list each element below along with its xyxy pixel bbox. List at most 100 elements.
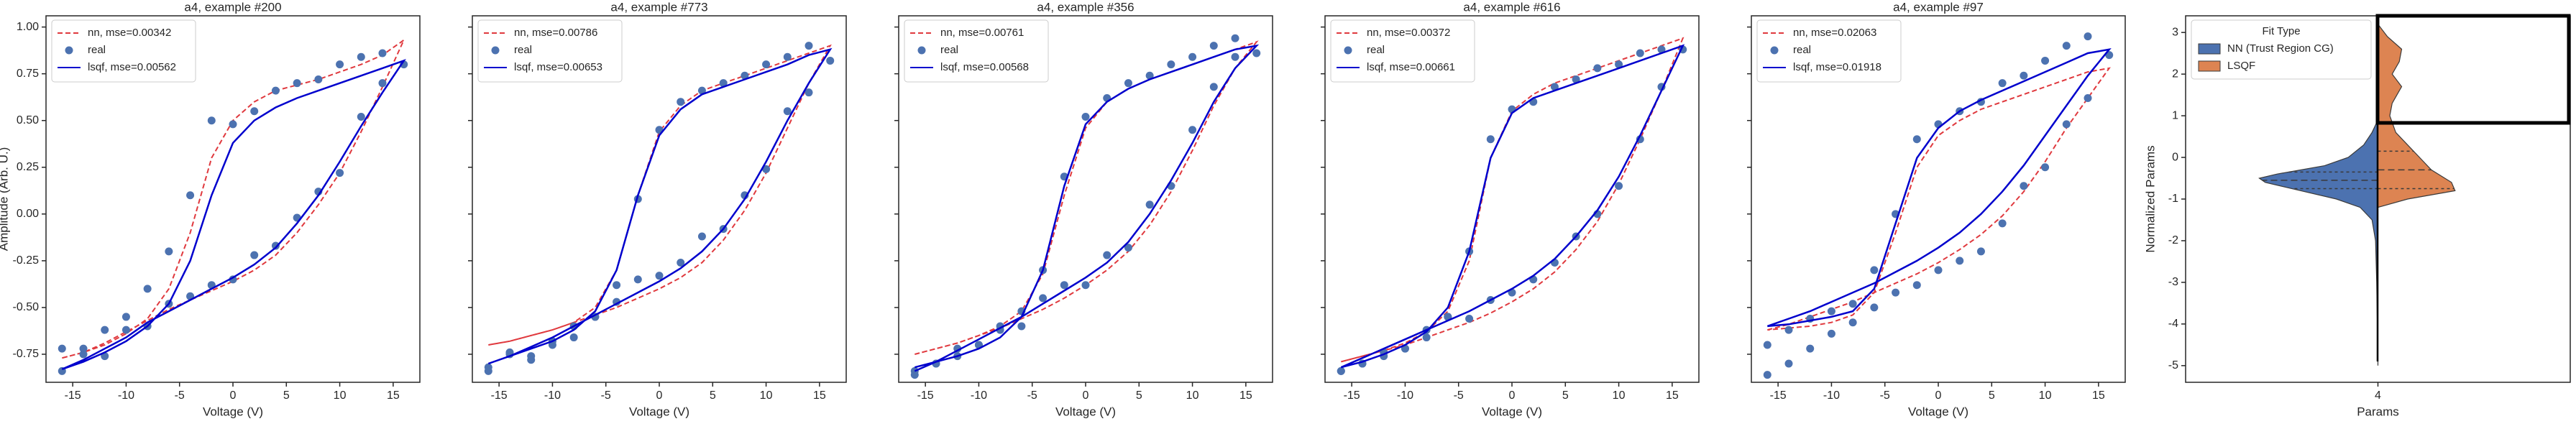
x-tick-label: -5 — [601, 389, 611, 402]
x-tick-label: -5 — [1454, 389, 1464, 402]
y-axis-label: Normalized Params — [2143, 145, 2157, 252]
data-point — [1231, 52, 1239, 61]
series-line — [915, 40, 1259, 355]
chart-title: a4, example #200 — [184, 0, 281, 14]
legend-marker — [1770, 46, 1779, 55]
data-point — [1039, 294, 1048, 303]
y-tick-label: -5 — [2168, 359, 2178, 372]
data-point — [1806, 344, 1815, 353]
legend-marker — [2198, 60, 2221, 72]
x-tick-label: 10 — [1186, 389, 1199, 402]
series-line — [62, 37, 406, 359]
data-point — [677, 98, 685, 106]
y-tick-label: -0.50 — [13, 301, 40, 313]
chart-title: a4, example #97 — [1893, 0, 1984, 14]
data-point — [1784, 359, 1793, 368]
data-point — [1976, 247, 1985, 256]
axes-frame — [898, 15, 1273, 383]
data-point — [1827, 329, 1835, 338]
x-tick-label: 15 — [1239, 389, 1252, 402]
data-point — [1848, 318, 1857, 327]
data-point — [2062, 120, 2071, 129]
legend-label: nn, mse=0.00761 — [940, 27, 1024, 39]
y-tick-label: 3 — [2172, 26, 2178, 38]
legend-label: real — [1367, 44, 1385, 56]
data-point — [826, 56, 835, 65]
x-tick-label: 10 — [334, 389, 347, 402]
x-tick-label: -5 — [1027, 389, 1037, 402]
data-point — [1763, 341, 1771, 349]
data-point — [1848, 300, 1857, 308]
data-point — [741, 71, 749, 80]
x-tick-label: 15 — [1666, 389, 1679, 402]
series-line — [1766, 47, 2112, 328]
x-tick-label: 0 — [1935, 389, 1942, 402]
y-tick-label: -3 — [2168, 276, 2178, 288]
data-point — [1337, 366, 1345, 375]
data-point — [1892, 288, 1900, 297]
data-point — [1252, 49, 1261, 57]
data-point — [1550, 83, 1559, 91]
data-point — [613, 281, 621, 290]
legend-marker — [2198, 43, 2221, 55]
axes-frame — [472, 15, 847, 383]
x-tick-label: 10 — [1613, 389, 1626, 402]
x-axis-label: Voltage (V) — [203, 405, 263, 418]
data-point — [1124, 79, 1132, 88]
series-line — [1341, 37, 1685, 363]
data-point — [1486, 135, 1495, 144]
chart-title: a4, example #356 — [1037, 0, 1134, 14]
data-point — [1422, 333, 1431, 342]
x-tick-label: 15 — [2092, 389, 2105, 402]
data-point — [1870, 266, 1879, 275]
data-point — [1209, 42, 1218, 50]
data-point — [762, 60, 771, 69]
y-tick-label: 0.50 — [17, 114, 39, 126]
data-point — [2084, 32, 2092, 41]
axes-frame — [45, 15, 421, 383]
legend-marker — [917, 46, 926, 55]
highlight-box — [2375, 14, 2571, 125]
data-point — [762, 165, 771, 173]
violin-half — [2377, 22, 2456, 208]
x-tick-label: 10 — [2039, 389, 2052, 402]
data-point — [1081, 281, 1090, 290]
legend-label: lsqf, mse=0.00562 — [88, 61, 176, 73]
data-point — [1188, 126, 1197, 134]
x-tick-label: 5 — [1989, 389, 1995, 402]
x-tick-label: 0 — [1509, 389, 1516, 402]
series-line — [61, 58, 406, 370]
data-point — [250, 107, 259, 116]
data-point — [250, 251, 259, 259]
legend-title: Fit Type — [2262, 25, 2300, 37]
data-point — [293, 79, 301, 88]
chart-title: a4, example #773 — [610, 0, 707, 14]
x-axis-label: Params — [2357, 405, 2399, 418]
series-line — [1340, 44, 1685, 369]
y-tick-label: 1.00 — [17, 21, 39, 33]
y-axis-label: Amplitude (Arb. U.) — [0, 147, 10, 252]
data-point — [910, 366, 919, 375]
data-point — [1465, 315, 1474, 323]
x-tick-label: -10 — [118, 389, 134, 402]
series-line — [487, 47, 833, 365]
y-tick-label: 0 — [2172, 151, 2178, 163]
data-point — [1956, 257, 1964, 265]
x-tick-label: 0 — [656, 389, 663, 402]
data-point — [229, 120, 237, 129]
data-point — [79, 344, 88, 353]
data-point — [1188, 52, 1197, 61]
x-axis-label: Voltage (V) — [1055, 405, 1116, 418]
x-tick-label: -5 — [1880, 389, 1890, 402]
y-tick-label: -4 — [2168, 318, 2178, 330]
data-point — [1636, 49, 1644, 57]
data-point — [1784, 326, 1793, 334]
data-point — [633, 275, 642, 284]
legend-label: nn, mse=0.00372 — [1367, 27, 1450, 39]
data-point — [1572, 75, 1580, 83]
data-point — [1763, 371, 1771, 379]
data-point — [1231, 34, 1239, 42]
legend-label: lsqf, mse=0.00653 — [514, 61, 602, 73]
